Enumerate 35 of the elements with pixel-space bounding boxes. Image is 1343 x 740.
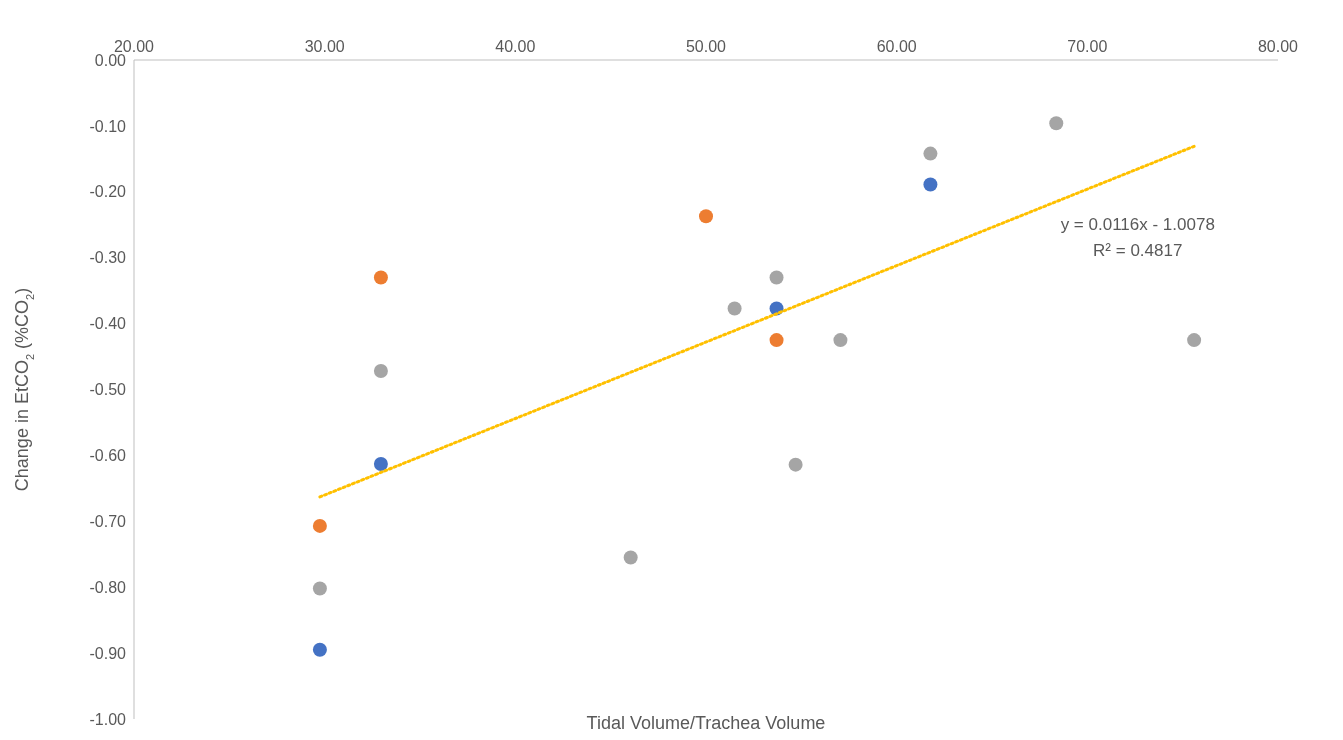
point	[788, 457, 803, 472]
x-tick-label: 40.00	[495, 38, 536, 55]
point	[923, 177, 938, 192]
y-tick-label: -0.20	[89, 183, 127, 201]
point	[312, 518, 327, 533]
point	[312, 642, 327, 657]
point	[727, 301, 742, 316]
x-tick-label: 70.00	[1067, 38, 1108, 55]
y-tick-label: -0.90	[89, 644, 127, 662]
y-tick-label: -1.00	[89, 710, 127, 728]
x-axis-title: Tidal Volume/Trachea Volume	[585, 713, 827, 734]
point	[623, 550, 638, 565]
y-tick-label: -0.50	[89, 381, 127, 399]
point	[769, 333, 784, 348]
point	[373, 270, 388, 285]
point	[699, 209, 713, 224]
point	[769, 270, 784, 285]
x-tick-label: 60.00	[876, 38, 917, 55]
y-tick-label: -0.80	[89, 578, 127, 596]
point	[923, 146, 938, 161]
y-tick-label: -0.70	[89, 512, 127, 530]
y-tick-label: -0.60	[89, 447, 127, 465]
y-tick-label: -0.30	[89, 249, 127, 267]
x-tick-label: 30.00	[304, 38, 345, 55]
point	[312, 581, 327, 596]
point	[833, 333, 848, 348]
y-tick-label: -0.10	[89, 117, 127, 135]
x-tick-label: 80.00	[1257, 38, 1299, 55]
y-tick-label: -0.40	[89, 315, 127, 333]
x-tick-label: 50.00	[685, 38, 727, 55]
point	[373, 364, 388, 379]
point	[1049, 116, 1064, 131]
point	[373, 456, 388, 471]
regression-equation: y = 0.0116x - 1.0078 R² = 0.4817	[1060, 213, 1215, 262]
point	[1187, 333, 1202, 348]
